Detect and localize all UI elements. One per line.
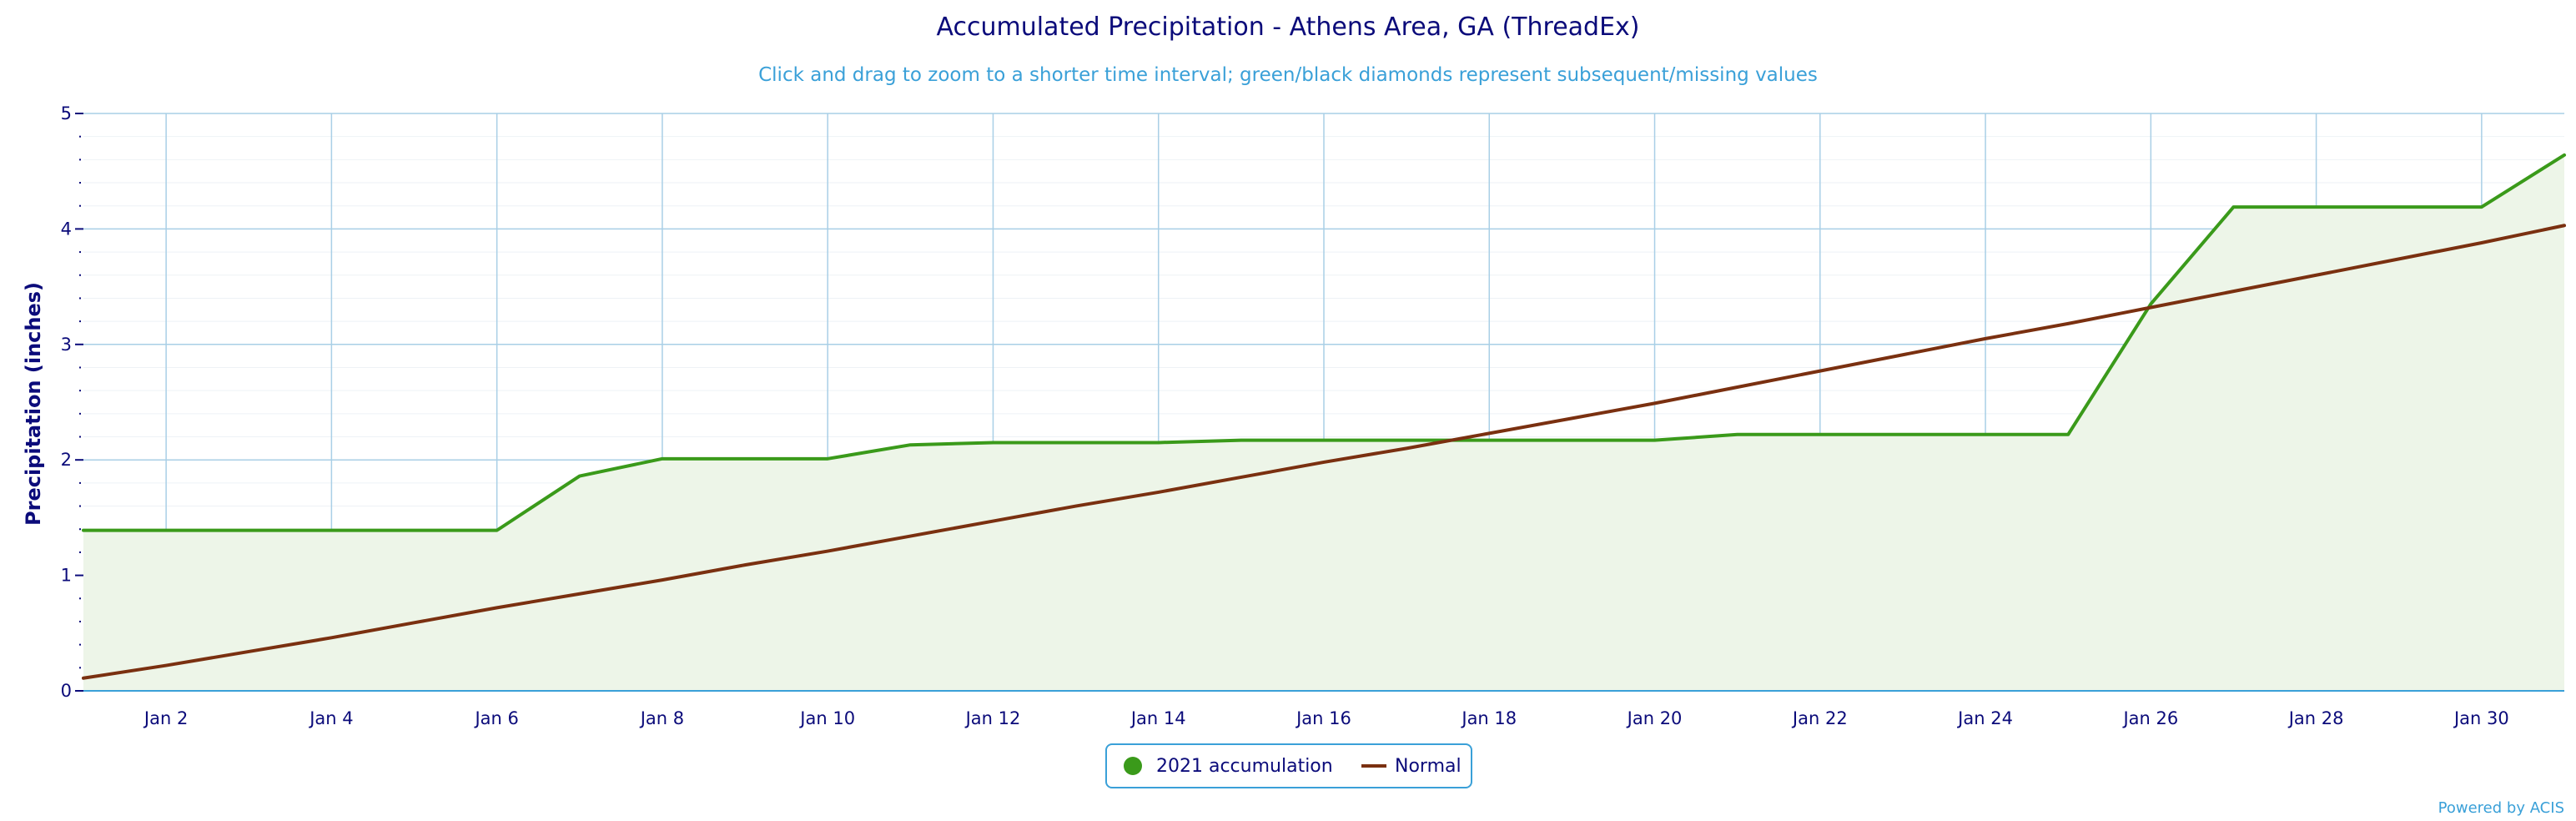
legend-box (1105, 743, 1472, 788)
x-tick-label: Jan 26 (2121, 708, 2178, 728)
accumulation-area (83, 154, 2564, 692)
y-tick-label: 0 (61, 681, 72, 701)
x-tick-label: Jan 2 (143, 708, 188, 728)
x-tick-label: Jan 6 (473, 708, 518, 728)
legend-label-normal: Normal (1395, 756, 1462, 777)
series-line-accumulation[interactable] (82, 153, 2566, 532)
x-tick-label: Jan 4 (308, 708, 353, 728)
x-tick-label: Jan 12 (964, 708, 1021, 728)
x-tick-label: Jan 30 (2453, 708, 2509, 728)
x-tick-label: Jan 18 (1460, 708, 1517, 728)
legend-item-normal[interactable]: Normal (1361, 756, 1462, 777)
legend-label-accumulation: 2021 accumulation (1156, 756, 1333, 777)
y-tick-label: 3 (61, 335, 72, 355)
legend: 2021 accumulation Normal (1105, 743, 1472, 788)
x-tick-label: Jan 8 (639, 708, 684, 728)
y-tick-label: 5 (61, 103, 72, 123)
legend-item-accumulation[interactable]: 2021 accumulation (1124, 756, 1333, 777)
x-tick-label: Jan 20 (1626, 708, 1683, 728)
x-tick-label: Jan 24 (1956, 708, 2013, 728)
y-tick-label: 2 (61, 450, 72, 470)
x-tick-label: Jan 10 (798, 708, 855, 728)
axes: 0 1 2 3 4 5 Jan 2 Jan 4 Jan 6 Jan 8 Jan 10 Jan 12 Ja… (61, 103, 2564, 728)
series-line-normal[interactable] (82, 224, 2566, 680)
x-tick-label: Jan 22 (1791, 708, 1848, 728)
x-tick-label: Jan 14 (1130, 708, 1186, 728)
series-layer (82, 153, 2566, 692)
chart-title: Accumulated Precipitation - Athens Area,… (936, 13, 1639, 42)
chart-subtitle: Click and drag to zoom to a shorter time… (758, 64, 1818, 86)
y-tick-label: 4 (61, 219, 72, 239)
y-tick-label: 1 (61, 566, 72, 586)
credit-link[interactable]: Powered by ACIS (2438, 799, 2564, 817)
x-tick-label: Jan 16 (1295, 708, 1351, 728)
y-axis-label: Precipitation (inches) (22, 282, 45, 526)
legend-marker-accumulation (1124, 757, 1142, 775)
x-tick-label: Jan 28 (2287, 708, 2344, 728)
